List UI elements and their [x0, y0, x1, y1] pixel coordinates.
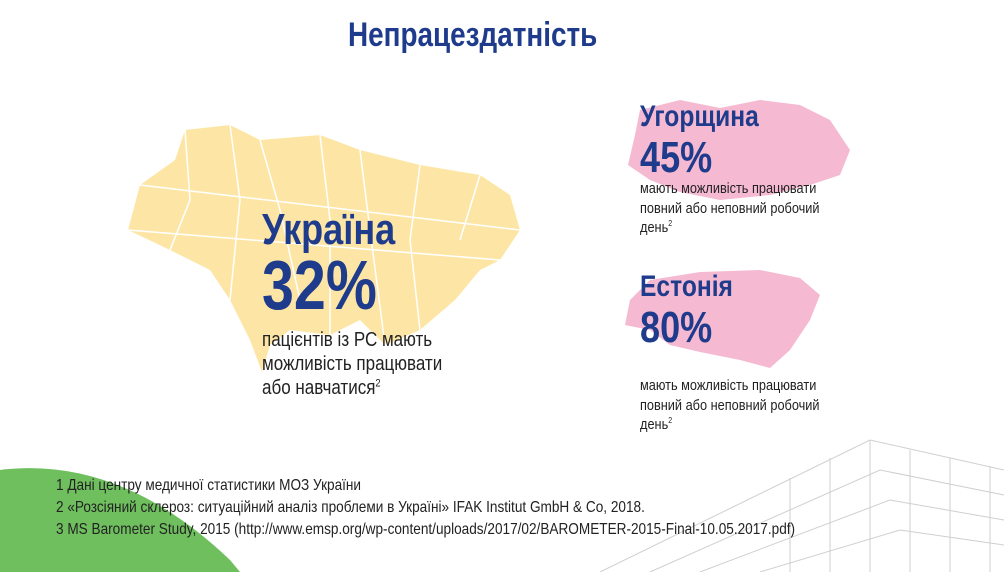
- title: Непрацездатність: [348, 16, 598, 54]
- green-shape: [0, 468, 240, 572]
- footnote-ref: 2: [375, 377, 381, 390]
- estonia-map: [625, 270, 820, 368]
- footnote: 1 Дані центру медичної статистики МОЗ Ук…: [56, 477, 362, 494]
- description: пацієнтів із РС мають: [262, 329, 433, 351]
- country-name: Естонія: [640, 270, 733, 303]
- grid-art: [599, 439, 1004, 572]
- country-name: Україна: [262, 205, 396, 254]
- country-name: Угорщина: [640, 100, 759, 133]
- percent: 80%: [640, 303, 713, 352]
- description: повний або неповний робочий: [640, 200, 820, 217]
- description-line: або навчатися: [262, 377, 376, 399]
- description: мають можливість працювати: [640, 377, 817, 394]
- description: мають можливість працювати: [640, 180, 817, 197]
- description: можливість працювати: [262, 353, 443, 375]
- description-line: день: [640, 219, 669, 236]
- description: день2: [640, 416, 673, 433]
- ukraine-map: [128, 125, 520, 372]
- description: день2: [640, 219, 673, 236]
- ukraine-regions: [127, 124, 521, 346]
- percent: 45%: [640, 133, 713, 182]
- description: або навчатися2: [262, 378, 381, 398]
- footnote-ref: 2: [668, 416, 673, 425]
- description: повний або неповний робочий: [640, 397, 820, 414]
- footnote-ref: 2: [668, 219, 673, 228]
- percent: 32%: [262, 246, 377, 324]
- description-line: день: [640, 416, 669, 433]
- footnote: 3 MS Barometer Study, 2015 (http://www.e…: [56, 521, 796, 538]
- hungary-map: [628, 100, 850, 200]
- footnote: 2 «Розсіяний склероз: ситуаційний аналіз…: [56, 499, 645, 516]
